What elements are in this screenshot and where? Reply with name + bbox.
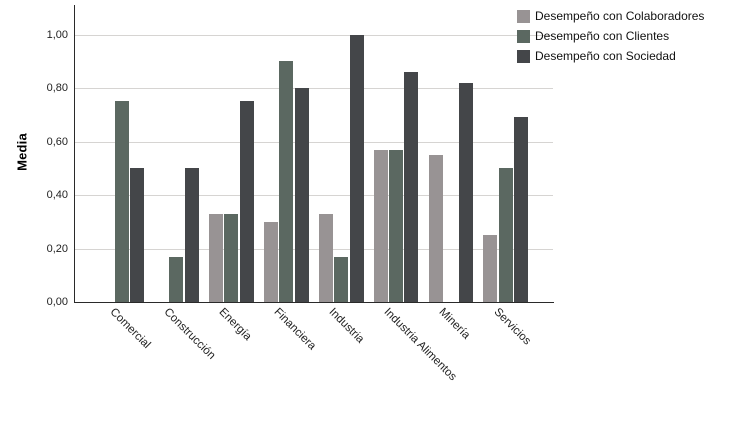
y-axis-line (74, 5, 76, 302)
legend-entry-clientes: Desempeño con Clientes (517, 26, 704, 46)
gridline (75, 248, 553, 250)
legend-label: Desempeño con Colaboradores (535, 9, 705, 23)
bar-8-3 (514, 117, 529, 302)
bar-6-1 (373, 149, 388, 302)
legend-swatch-sociedad-icon (517, 49, 530, 63)
bar-7-3 (459, 82, 474, 302)
gridline (75, 141, 553, 143)
bar-3-3 (239, 101, 254, 302)
bar-5-3 (349, 34, 364, 302)
x-tick-label: Servicios (491, 305, 533, 347)
bar-5-1 (318, 213, 333, 302)
bar-1-3 (129, 168, 144, 302)
x-tick-label: Minería (436, 305, 473, 342)
bar-4-2 (279, 61, 294, 302)
bar-8-2 (498, 168, 513, 302)
x-tick-label: Energía (216, 305, 254, 343)
bar-4-1 (263, 221, 278, 302)
bar-3-1 (208, 213, 223, 302)
y-tick-label: 0,80 (46, 82, 68, 94)
y-tick-label: 0,60 (46, 135, 68, 148)
gridline (75, 34, 553, 36)
y-tick-label: 0,40 (46, 189, 68, 201)
bar-4-3 (294, 88, 309, 302)
legend: Desempeño con Colaboradores Desempeño co… (517, 6, 704, 66)
legend-entry-sociedad: Desempeño con Sociedad (517, 46, 704, 66)
bar-8-1 (483, 235, 498, 302)
bar-6-2 (389, 149, 403, 302)
bar-1-2 (114, 101, 129, 302)
legend-swatch-colaboradores-icon (517, 9, 530, 23)
legend-entry-colaboradores: Desempeño con Colaboradores (517, 6, 704, 26)
legend-label: Desempeño con Sociedad (535, 49, 676, 63)
y-tick-label: 1,00 (46, 28, 68, 41)
gridline (75, 88, 553, 89)
bar-3-2 (224, 213, 239, 302)
x-tick-label: Construcción (161, 305, 218, 362)
bar-2-2 (169, 256, 184, 302)
y-tick-label: 0,00 (46, 296, 68, 308)
bar-5-2 (334, 256, 349, 302)
bar-2-3 (184, 168, 199, 302)
legend-swatch-clientes-icon (517, 29, 530, 43)
x-tick-label: Comercial (107, 305, 153, 351)
x-axis-line (74, 302, 554, 304)
y-tick-label: 0,20 (46, 242, 68, 255)
gridline (75, 195, 553, 196)
bar-6-3 (404, 71, 419, 302)
x-tick-label: Financiera (271, 305, 319, 352)
bar-7-1 (428, 154, 443, 302)
x-tick-label: Industria (326, 305, 367, 346)
legend-label: Desempeño con Clientes (535, 29, 670, 43)
